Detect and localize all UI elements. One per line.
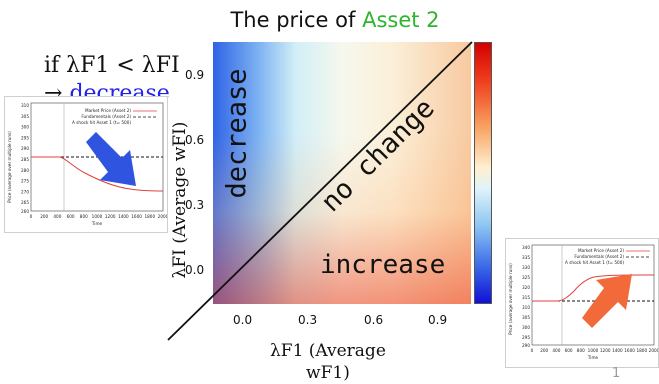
mini-right-ytick: 300 [522, 325, 530, 330]
mini-right-xtick: 800 [577, 348, 585, 353]
mini-right-ytick: 295 [522, 335, 530, 340]
mini-left-xtick: 1400 [118, 214, 129, 219]
mini-right-legend: A shock hit Asset 1 (t= 500) [565, 260, 624, 265]
mini-chart-left: Price (average over multiple runs) 310 3… [4, 96, 169, 233]
mini-right-ytick: 290 [522, 343, 530, 348]
x-axis-label: λF1 (Average wF1) [270, 340, 386, 384]
mini-right-xtick: 0 [531, 348, 534, 353]
x-axis-label-line1: λF1 (Average [270, 341, 386, 361]
mini-right-ytick: 320 [522, 285, 530, 290]
mini-left-xtick: 1800 [144, 214, 155, 219]
arrow-down-icon [86, 132, 136, 186]
mini-left-xtick: 2000 [158, 214, 167, 219]
mini-chart-right: Price (average over multiple runs) 340 3… [505, 238, 659, 368]
condition-line1: if λF1 < λFI [44, 53, 180, 78]
mini-right-xtick: 600 [565, 348, 573, 353]
mini-right-ytick: 310 [522, 305, 530, 310]
mini-right-xtick: 1800 [636, 348, 647, 353]
mini-left-xtick: 1600 [131, 214, 142, 219]
mini-right-xtick: 1200 [600, 348, 611, 353]
mini-right-legend: Fundamentals (Asset 2) [574, 254, 624, 259]
mini-left-ytick: 280 [21, 168, 29, 173]
mini-left-ytick: 270 [21, 189, 29, 194]
x-tick: 0.3 [298, 313, 318, 327]
mini-chart-right-plot: Price (average over multiple runs) 340 3… [508, 244, 659, 360]
title-accent: Asset 2 [362, 8, 440, 32]
x-axis-label-line2: wF1) [306, 363, 350, 383]
y-tick: 0.6 [185, 133, 205, 147]
y-axis-label: λFI (Average wFI) [170, 121, 190, 279]
mini-right-ylabel: Price (average over multiple runs) [508, 263, 513, 335]
mini-right-xtick: 1600 [624, 348, 635, 353]
mini-left-legend: Fundamentals (Asset 2) [81, 114, 131, 119]
mini-left-ytick: 290 [21, 146, 29, 151]
mini-left-ytick: 305 [21, 114, 29, 119]
mini-right-ytick: 305 [522, 315, 530, 320]
mini-right-xtick: 200 [540, 348, 548, 353]
x-tick: 0.9 [428, 313, 448, 327]
mini-right-ytick: 330 [522, 265, 530, 270]
mini-right-ytick: 315 [522, 295, 530, 300]
x-tick: 0.6 [364, 313, 384, 327]
mini-left-xtick: 400 [53, 214, 61, 219]
region-label-decrease: decrease [221, 68, 253, 199]
mini-right-xtick: 2000 [649, 348, 658, 353]
y-tick: 0.3 [185, 198, 205, 212]
title-prefix: The price of [230, 8, 363, 32]
mini-left-legend: Market Price (Asset 2) [85, 108, 131, 113]
mini-right-xtick: 1000 [588, 348, 599, 353]
y-tick: 0.9 [185, 68, 205, 82]
mini-left-xtick: 800 [80, 214, 88, 219]
slide-title: The price of Asset 2 [170, 8, 500, 32]
mini-right-legend: Market Price (Asset 2) [578, 248, 624, 253]
mini-left-ytick: 300 [21, 125, 29, 130]
region-label-increase: increase [320, 250, 446, 280]
mini-left-ytick: 275 [21, 179, 29, 184]
mini-left-ylabel: Price (average over multiple runs) [7, 131, 12, 203]
mini-right-ytick: 325 [522, 275, 530, 280]
mini-right-xlabel: Time [587, 355, 599, 360]
mini-left-xlabel: Time [91, 221, 103, 226]
mini-right-xtick: 1400 [612, 348, 623, 353]
diagonal-line [167, 41, 473, 341]
mini-left-ytick: 260 [21, 209, 29, 214]
mini-left-xtick: 0 [30, 214, 33, 219]
mini-left-ytick: 265 [21, 200, 29, 205]
mini-left-xtick: 200 [40, 214, 48, 219]
mini-left-ytick: 285 [21, 157, 29, 162]
mini-left-xtick: 600 [67, 214, 75, 219]
y-tick: 0.0 [185, 263, 205, 277]
mini-left-ytick: 295 [21, 135, 29, 140]
arrow-up-icon [582, 274, 632, 328]
mini-left-legend: A shock hit Asset 1 (t= 500) [72, 120, 131, 125]
mini-right-xtick: 400 [552, 348, 560, 353]
mini-left-ytick: 310 [21, 103, 29, 108]
x-tick: 0.0 [233, 313, 253, 327]
mini-right-ytick: 340 [522, 245, 530, 250]
page-number: 1 [612, 366, 621, 381]
mini-right-ytick: 335 [522, 255, 530, 260]
colorbar [474, 42, 492, 304]
mini-chart-left-plot: Price (average over multiple runs) 310 3… [7, 102, 169, 226]
mini-left-xtick: 1200 [105, 214, 116, 219]
mini-left-xtick: 1000 [92, 214, 103, 219]
